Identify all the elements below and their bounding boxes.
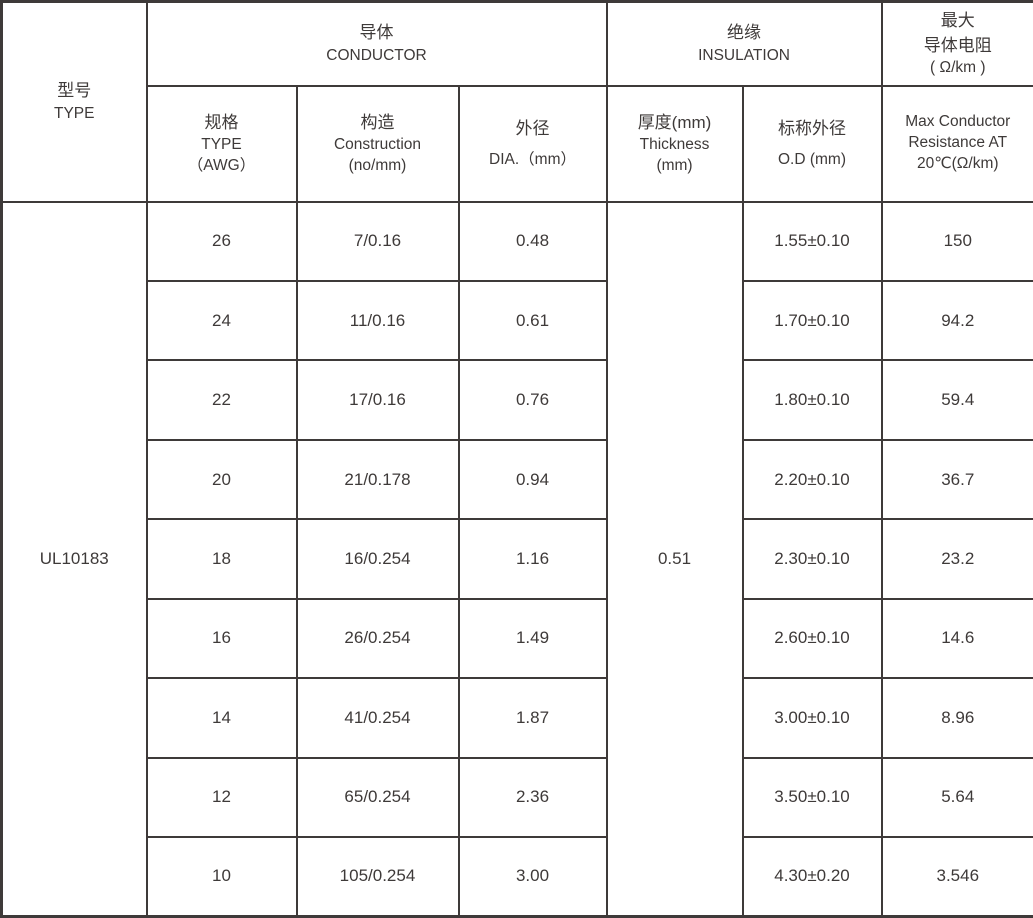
- cell-dia: 3.00: [457, 835, 608, 918]
- header-od-line2: O.D (mm): [778, 150, 847, 168]
- header-conductor-en: CONDUCTOR: [326, 46, 427, 64]
- cell-resistance: 36.7: [880, 438, 1033, 521]
- cell-awg: 20: [145, 438, 298, 521]
- cell-resistance: 23.2: [880, 518, 1033, 600]
- header-insulation-cn: 绝缘: [727, 23, 762, 43]
- header-row-columns: 规格 TYPE （AWG） 构造 Construction (no/mm) 外径…: [2, 84, 1033, 203]
- header-conductor-cn: 导体: [359, 23, 394, 43]
- cell-construction: 11/0.16: [295, 279, 460, 362]
- cell-od: 2.60±0.10: [741, 597, 883, 680]
- cell-construction: 7/0.16: [295, 200, 460, 283]
- header-type-en: TYPE: [54, 104, 95, 122]
- table-row: UL10183 26 7/0.16 0.48 0.51 1.55±0.10 15…: [0, 200, 1033, 918]
- cell-od: 2.30±0.10: [741, 518, 883, 600]
- cell-dia: 0.48: [457, 200, 608, 283]
- cell-awg: 10: [145, 835, 298, 918]
- cell-awg: 22: [145, 359, 298, 441]
- header-od: 标称外径 O.D (mm): [741, 84, 883, 203]
- cell-construction: 17/0.16: [295, 359, 460, 441]
- header-dia-line2: DIA.（mm）: [489, 150, 576, 168]
- cell-resistance: 94.2: [880, 279, 1033, 362]
- header-awg-line1: 规格: [204, 112, 239, 132]
- cell-awg: 24: [145, 279, 298, 362]
- cell-type-value: UL10183: [0, 200, 148, 918]
- cell-awg: 16: [145, 597, 298, 680]
- header-max-resistance-line1: 最大: [940, 10, 975, 30]
- cell-dia: 1.16: [457, 518, 608, 600]
- cell-construction: 41/0.254: [295, 677, 460, 759]
- cell-construction: 65/0.254: [295, 756, 460, 838]
- header-dia: 外径 DIA.（mm）: [457, 84, 608, 203]
- cell-resistance: 14.6: [880, 597, 1033, 680]
- header-max-resistance-sub: Max Conductor Resistance AT 20℃(Ω/km): [880, 84, 1033, 203]
- cell-construction: 16/0.254: [295, 518, 460, 600]
- cell-resistance: 59.4: [880, 359, 1033, 441]
- header-insulation-en: INSULATION: [698, 46, 790, 64]
- header-construction-line1: 构造: [360, 112, 395, 132]
- cell-dia: 1.87: [457, 677, 608, 759]
- header-type: 型号 TYPE: [0, 0, 148, 203]
- table-row: 24 11/0.16 0.61 1.70±0.10 94.2: [2, 279, 1033, 362]
- header-awg-line2: TYPE: [201, 136, 242, 154]
- table-row: 14 41/0.254 1.87 3.00±0.10 8.96: [2, 677, 1033, 759]
- cell-od: 3.00±0.10: [741, 677, 883, 759]
- table-row: 10 105/0.254 3.00 4.30±0.20 3.546: [2, 835, 1033, 918]
- header-max-resistance-line3: ( Ω/km ): [930, 59, 986, 77]
- table-row: 18 16/0.254 1.16 2.30±0.10 23.2: [2, 518, 1033, 600]
- header-conductor-group: 导体 CONDUCTOR: [145, 0, 608, 87]
- cell-od: 1.70±0.10: [741, 279, 883, 362]
- header-thickness: 厚度(mm) Thickness (mm): [605, 84, 744, 203]
- cell-construction: 21/0.178: [295, 438, 460, 521]
- cell-resistance: 150: [880, 200, 1033, 283]
- header-thickness-line3: (mm): [656, 157, 693, 175]
- header-thickness-line2: Thickness: [639, 136, 710, 154]
- header-construction-line3: (no/mm): [348, 157, 407, 175]
- header-dia-line1: 外径: [515, 118, 550, 138]
- header-max-resistance: 最大 导体电阻 ( Ω/km ): [880, 0, 1033, 87]
- table-row: 16 26/0.254 1.49 2.60±0.10 14.6: [2, 597, 1033, 680]
- header-awg-line3: （AWG）: [187, 157, 256, 175]
- cell-dia: 0.61: [457, 279, 608, 362]
- cell-construction: 105/0.254: [295, 835, 460, 918]
- header-max-resistance-sub-line3: 20℃(Ω/km): [917, 155, 999, 173]
- cell-od: 1.80±0.10: [741, 359, 883, 441]
- cell-awg: 12: [145, 756, 298, 838]
- table-row: 12 65/0.254 2.36 3.50±0.10 5.64: [2, 756, 1033, 838]
- header-insulation-group: 绝缘 INSULATION: [605, 0, 883, 87]
- cell-awg: 14: [145, 677, 298, 759]
- table-row: 20 21/0.178 0.94 2.20±0.10 36.7: [2, 438, 1033, 521]
- cell-awg: 18: [145, 518, 298, 600]
- cell-construction: 26/0.254: [295, 597, 460, 680]
- cell-thickness-value: 0.51: [605, 200, 744, 918]
- header-thickness-line1: 厚度(mm): [637, 112, 712, 132]
- table-row: 22 17/0.16 0.76 1.80±0.10 59.4: [2, 359, 1033, 441]
- header-awg: 规格 TYPE （AWG）: [145, 84, 298, 203]
- header-construction-line2: Construction: [333, 136, 421, 154]
- cell-od: 3.50±0.10: [741, 756, 883, 838]
- cell-resistance: 5.64: [880, 756, 1033, 838]
- cell-od: 2.20±0.10: [741, 438, 883, 521]
- cell-dia: 0.76: [457, 359, 608, 441]
- cell-dia: 2.36: [457, 756, 608, 838]
- cell-dia: 0.94: [457, 438, 608, 521]
- cell-awg: 26: [145, 200, 298, 283]
- header-max-resistance-sub-line1: Max Conductor: [905, 113, 1011, 131]
- header-construction: 构造 Construction (no/mm): [295, 84, 460, 203]
- header-od-line1: 标称外径: [778, 118, 847, 138]
- cell-resistance: 8.96: [880, 677, 1033, 759]
- header-max-resistance-line2: 导体电阻: [923, 35, 992, 55]
- header-type-cn: 型号: [57, 81, 92, 100]
- cell-dia: 1.49: [457, 597, 608, 680]
- header-row-groups: 型号 TYPE 导体 CONDUCTOR 绝缘 INSULATION 最大 导体…: [0, 0, 1033, 203]
- cell-resistance: 3.546: [880, 835, 1033, 918]
- cell-od: 1.55±0.10: [741, 200, 883, 283]
- cell-od: 4.30±0.20: [741, 835, 883, 918]
- header-max-resistance-sub-line2: Resistance AT: [908, 134, 1008, 152]
